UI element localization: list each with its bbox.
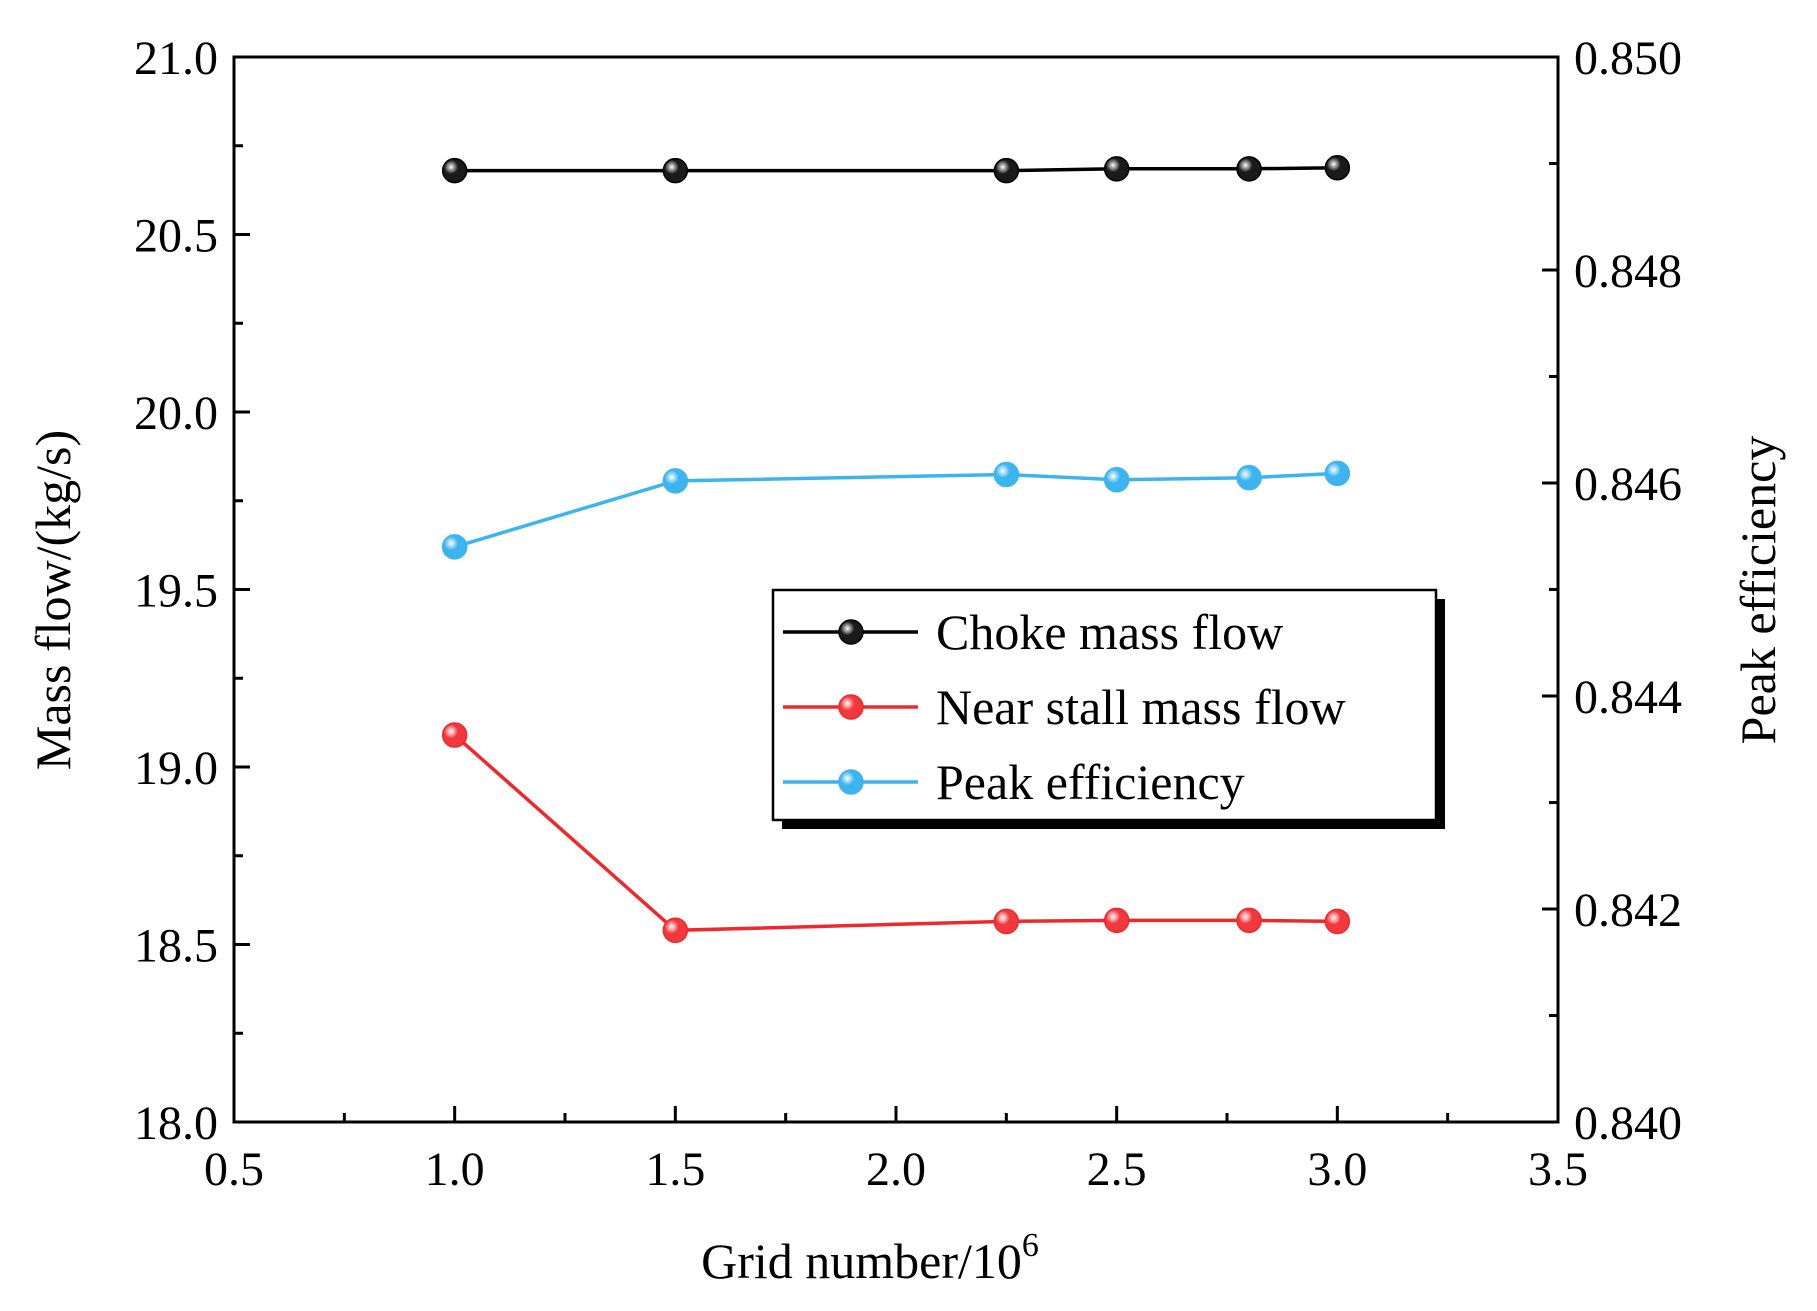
- series-point-peak-efficiency: [1324, 460, 1351, 487]
- y2-tick-label: 0.842: [1574, 884, 1682, 937]
- series-layer: [441, 155, 1351, 944]
- x-tick-label: 2.5: [1087, 1143, 1147, 1196]
- x-axis-title-text: Grid number/10: [701, 1233, 1022, 1289]
- series-line-peak-efficiency: [454, 471, 1338, 549]
- series-point-peak-efficiency: [1236, 464, 1262, 491]
- x-tick-label: 2.0: [866, 1143, 926, 1196]
- series-point-peak-efficiency: [441, 534, 468, 560]
- series-point-near-stall-mass-flow: [1236, 907, 1262, 934]
- legend-label-near-stall-mass-flow: Near stall mass flow: [936, 679, 1346, 735]
- y2-tick-label: 0.844: [1574, 671, 1682, 724]
- series-point-choke-mass-flow: [441, 157, 468, 184]
- legend-marker-choke-mass-flow: [838, 619, 864, 645]
- x-axis-title-superscript: 6: [1022, 1227, 1039, 1264]
- y2-tick-label: 0.846: [1574, 458, 1682, 511]
- y-tick-label: 19.5: [134, 565, 218, 618]
- series-point-peak-efficiency: [1103, 467, 1130, 493]
- series-line-choke-mass-flow: [454, 166, 1338, 173]
- y-tick-label: 18.0: [134, 1097, 218, 1150]
- legend: Choke mass flow Near stall mass flow Peak …: [771, 588, 1445, 829]
- series-point-choke-mass-flow: [1236, 156, 1262, 182]
- y2-tick-label: 0.850: [1574, 32, 1682, 85]
- series-point-near-stall-mass-flow: [441, 722, 468, 748]
- x-axis-title: Grid number/106: [701, 1227, 1039, 1289]
- series-point-choke-mass-flow: [662, 157, 689, 184]
- y2-tick-label: 0.848: [1574, 245, 1682, 298]
- series-point-near-stall-mass-flow: [1324, 908, 1351, 935]
- y2-axis-title: Peak efficiency: [1730, 436, 1786, 745]
- series-point-near-stall-mass-flow: [1103, 907, 1130, 934]
- y-tick-label: 20.0: [134, 387, 218, 440]
- series-point-choke-mass-flow: [1324, 155, 1351, 181]
- legend-marker-near-stall-mass-flow: [838, 694, 864, 720]
- legend-label-choke-mass-flow: Choke mass flow: [936, 604, 1283, 660]
- series-point-choke-mass-flow: [993, 157, 1020, 184]
- series-line-near-stall-mass-flow: [453, 733, 1338, 933]
- x-tick-label: 1.5: [645, 1143, 705, 1196]
- x-tick-label: 0.5: [204, 1143, 264, 1196]
- y-tick-label: 18.5: [134, 920, 218, 973]
- y2-tick-label: 0.840: [1574, 1097, 1682, 1150]
- series-point-near-stall-mass-flow: [993, 908, 1020, 935]
- y-tick-label: 21.0: [134, 32, 218, 85]
- series-point-peak-efficiency: [662, 468, 689, 494]
- x-tick-label: 1.0: [425, 1143, 485, 1196]
- legend-marker-peak-efficiency: [838, 769, 864, 795]
- series-point-choke-mass-flow: [1103, 156, 1130, 182]
- y-tick-label: 20.5: [134, 210, 218, 263]
- x-tick-label: 3.5: [1528, 1143, 1588, 1196]
- y-axis-title: Mass flow/(kg/s): [25, 430, 81, 770]
- series-point-near-stall-mass-flow: [662, 917, 689, 944]
- axes-layer: 0.5 1.0 1.5 2.0 2.5 3.0 3.5 18.0 18.5 19.0 19.5 20.…: [134, 32, 1682, 1196]
- legend-label-peak-efficiency: Peak efficiency: [936, 754, 1245, 810]
- y-tick-label: 19.0: [134, 742, 218, 795]
- x-tick-label: 3.0: [1307, 1143, 1367, 1196]
- series-point-peak-efficiency: [993, 461, 1020, 488]
